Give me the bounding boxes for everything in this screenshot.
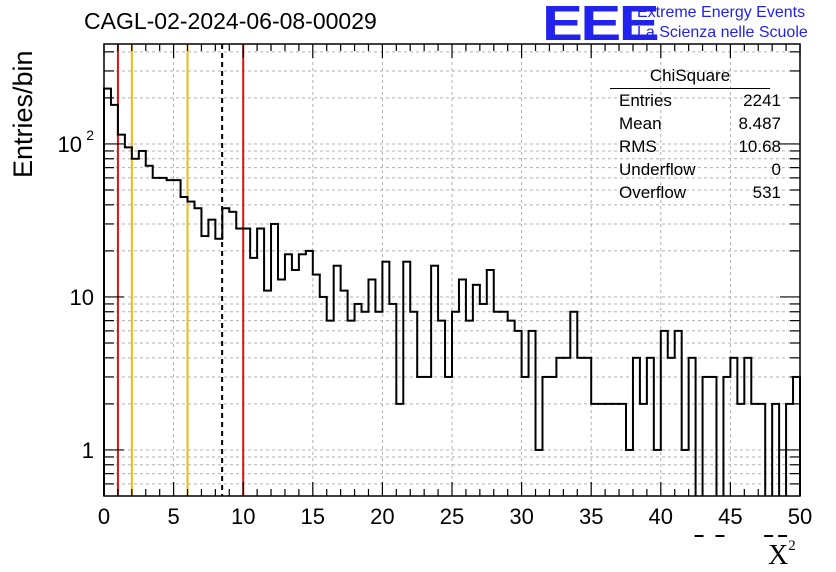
stats-row-rms: RMS 10.68 — [619, 135, 781, 158]
y-axis-label: Entries/bin — [8, 50, 38, 178]
stats-label: RMS — [619, 137, 657, 156]
logo-line-1: Extreme Energy Events — [637, 4, 806, 21]
histogram-bars — [103, 87, 801, 537]
stats-title: ChiSquare — [610, 66, 770, 89]
run-title: CAGL-02-2024-06-08-00029 — [84, 8, 377, 34]
x-tick-label: 0 — [98, 504, 110, 529]
x-tick-label: 15 — [301, 504, 325, 529]
x-tick-label: 20 — [370, 504, 394, 529]
x-tick-label: 25 — [440, 504, 464, 529]
stats-row-overflow: Overflow 531 — [619, 181, 781, 204]
logo-line-2: La Scienza nelle Scuole — [637, 24, 808, 41]
eee-logo: EEE — [542, 0, 660, 51]
y-tick-label-sup: 2 — [86, 127, 94, 143]
x-tick-label: 45 — [718, 504, 742, 529]
stats-row-underflow: Underflow 0 — [619, 158, 781, 181]
stats-value: 8.487 — [738, 114, 781, 133]
y-tick-label: 10 — [70, 285, 94, 310]
x-axis-label-sup: 2 — [788, 538, 796, 554]
x-tick-label: 10 — [231, 504, 255, 529]
y-tick-label: 1 — [82, 438, 94, 463]
x-tick-label: 30 — [509, 504, 533, 529]
stats-row-mean: Mean 8.487 — [619, 112, 781, 135]
stats-row-entries: Entries 2241 — [619, 89, 781, 112]
reference-lines — [116, 44, 245, 496]
x-tick-label: 35 — [579, 504, 603, 529]
x-axis-label-base: X — [768, 540, 789, 571]
stats-value: 531 — [752, 183, 781, 202]
stats-value: 2241 — [743, 91, 781, 110]
x-tick-label: 5 — [167, 504, 179, 529]
stats-label: Underflow — [619, 160, 696, 179]
stats-value: 10.68 — [738, 137, 781, 156]
stats-label: Overflow — [619, 183, 687, 202]
stats-label: Entries — [619, 91, 672, 110]
x-tick-label: 40 — [649, 504, 673, 529]
x-tick-label: 50 — [788, 504, 812, 529]
y-tick-label: 10 — [58, 132, 82, 157]
stats-value: 0 — [771, 160, 781, 179]
stats-label: Mean — [619, 114, 662, 133]
x-axis-label: X2 — [768, 538, 796, 572]
stats-box: ChiSquare Entries 2241 Mean 8.487 RMS 10… — [610, 66, 781, 204]
